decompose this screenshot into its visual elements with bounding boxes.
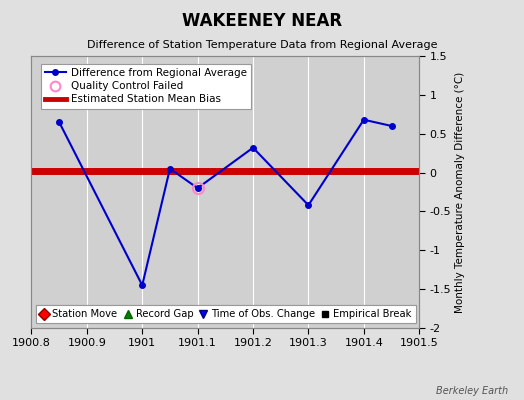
Text: Difference of Station Temperature Data from Regional Average: Difference of Station Temperature Data f…: [87, 40, 437, 50]
Text: Berkeley Earth: Berkeley Earth: [436, 386, 508, 396]
Difference from Regional Average: [250, 145, 256, 150]
Difference from Regional Average: [167, 166, 173, 171]
Difference from Regional Average: [305, 203, 312, 208]
Difference from Regional Average: [361, 117, 367, 122]
Difference from Regional Average: [56, 120, 62, 124]
Legend: Station Move, Record Gap, Time of Obs. Change, Empirical Break: Station Move, Record Gap, Time of Obs. C…: [37, 305, 416, 323]
Difference from Regional Average: [194, 186, 201, 190]
Text: WAKEENEY NEAR: WAKEENEY NEAR: [182, 12, 342, 30]
Difference from Regional Average: [139, 283, 145, 288]
Line: Difference from Regional Average: Difference from Regional Average: [57, 117, 394, 288]
Y-axis label: Monthly Temperature Anomaly Difference (°C): Monthly Temperature Anomaly Difference (…: [455, 71, 465, 313]
Difference from Regional Average: [388, 124, 395, 128]
